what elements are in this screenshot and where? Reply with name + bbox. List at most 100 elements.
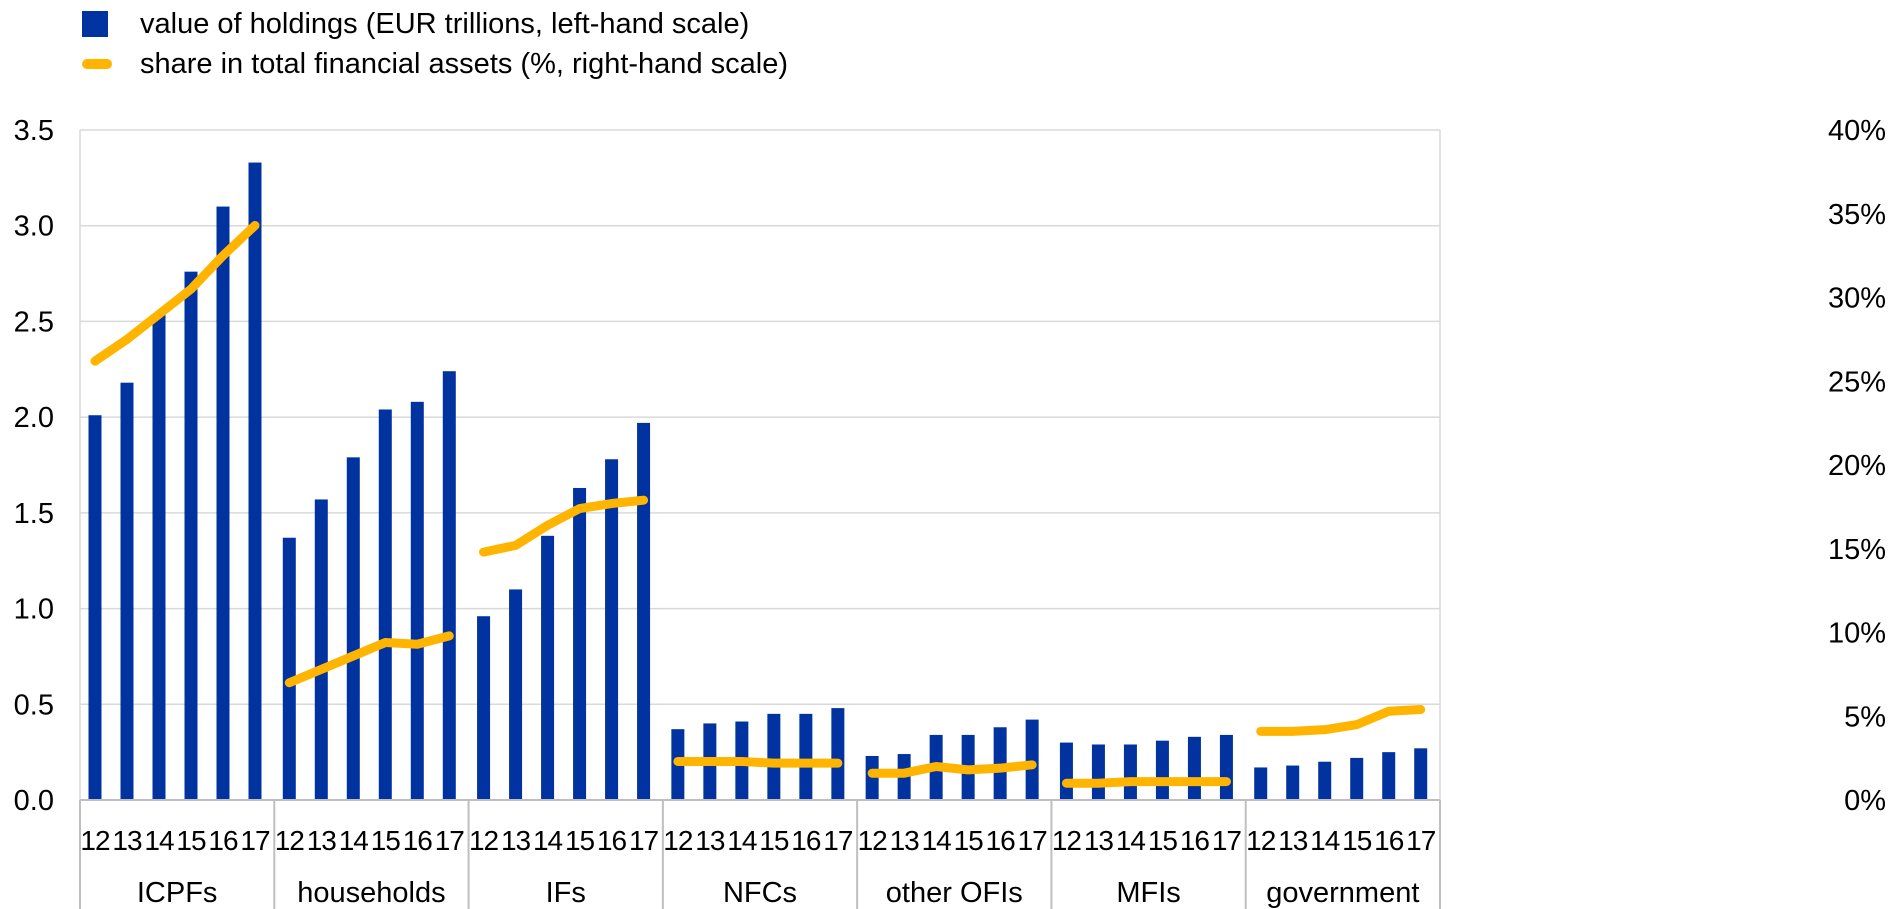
year-tick-label: 15 bbox=[176, 825, 206, 856]
year-tick-label: 14 bbox=[339, 825, 369, 856]
bar bbox=[314, 499, 328, 800]
grid-layer bbox=[79, 129, 1441, 800]
year-tick-label: 13 bbox=[307, 825, 337, 856]
year-tick-label: 13 bbox=[501, 825, 531, 856]
left-tick-label: 3.5 bbox=[14, 115, 54, 147]
bar bbox=[378, 409, 392, 800]
group-label: households bbox=[297, 877, 445, 909]
bar bbox=[248, 162, 262, 801]
right-tick-label: 15% bbox=[1828, 534, 1886, 566]
right-tick-label: 5% bbox=[1844, 701, 1886, 733]
bar bbox=[767, 713, 781, 800]
bar bbox=[605, 459, 619, 800]
bar bbox=[1123, 744, 1137, 800]
bar bbox=[509, 589, 523, 800]
group-label: government bbox=[1266, 877, 1419, 909]
left-tick-label: 2.0 bbox=[14, 402, 54, 434]
bar bbox=[410, 401, 424, 800]
bar bbox=[346, 457, 360, 800]
left-tick-label: 0.5 bbox=[14, 689, 54, 721]
bar bbox=[477, 616, 491, 800]
year-tick-label: 15 bbox=[565, 825, 595, 856]
left-tick-label: 2.5 bbox=[14, 306, 54, 338]
year-tick-label: 12 bbox=[663, 825, 693, 856]
share-line bbox=[284, 631, 454, 688]
year-tick-label: 17 bbox=[1018, 825, 1048, 856]
bar bbox=[88, 415, 102, 800]
bar bbox=[541, 535, 555, 800]
group-label: ICPFs bbox=[137, 877, 218, 909]
bar bbox=[637, 422, 651, 800]
bar bbox=[1155, 740, 1169, 800]
bar bbox=[216, 206, 230, 801]
axis-layer: 0.0 0.5 1.0 1.5 2.0 2.5 3.0 3.5 0% 5% 10% 15% 20% 25%… bbox=[14, 115, 1886, 909]
bar bbox=[831, 708, 845, 800]
year-tick-label: 15 bbox=[371, 825, 401, 856]
line-layer bbox=[90, 220, 1426, 788]
year-tick-label: 13 bbox=[112, 825, 142, 856]
year-tick-label: 14 bbox=[922, 825, 952, 856]
bar bbox=[993, 727, 1007, 800]
bar bbox=[573, 487, 587, 800]
year-tick-label: 15 bbox=[954, 825, 984, 856]
year-tick-label: 12 bbox=[469, 825, 499, 856]
year-tick-label: 16 bbox=[208, 825, 238, 856]
right-tick-label: 0% bbox=[1844, 785, 1886, 817]
year-tick-label: 16 bbox=[597, 825, 627, 856]
left-tick-label: 3.0 bbox=[14, 211, 54, 243]
bar bbox=[865, 755, 879, 800]
share-line bbox=[1256, 705, 1426, 736]
year-tick-label: 16 bbox=[1180, 825, 1210, 856]
share-line bbox=[1061, 777, 1231, 788]
year-tick-label: 14 bbox=[1116, 825, 1146, 856]
bar bbox=[1318, 761, 1332, 800]
year-tick-label: 12 bbox=[1052, 825, 1082, 856]
year-tick-label: 13 bbox=[1278, 825, 1308, 856]
year-tick-label: 17 bbox=[823, 825, 853, 856]
legend-bar-label: value of holdings (EUR trillions, left-h… bbox=[140, 7, 750, 40]
year-tick-label: 17 bbox=[240, 825, 270, 856]
legend-item-bars: value of holdings (EUR trillions, left-h… bbox=[82, 4, 788, 44]
year-tick-label: 13 bbox=[890, 825, 920, 856]
year-tick-label: 12 bbox=[275, 825, 305, 856]
year-tick-label: 13 bbox=[1084, 825, 1114, 856]
bar bbox=[152, 313, 166, 800]
right-tick-label: 40% bbox=[1828, 115, 1886, 147]
year-tick-label: 14 bbox=[144, 825, 174, 856]
year-tick-label: 12 bbox=[858, 825, 888, 856]
year-tick-label: 13 bbox=[695, 825, 725, 856]
bar bbox=[1059, 742, 1073, 800]
left-tick-label: 1.5 bbox=[14, 498, 54, 530]
bar bbox=[1025, 719, 1039, 800]
bar bbox=[1091, 744, 1105, 800]
bar bbox=[1382, 752, 1396, 800]
legend-line-swatch bbox=[82, 59, 112, 69]
group-label: NFCs bbox=[723, 877, 797, 909]
legend: value of holdings (EUR trillions, left-h… bbox=[82, 4, 788, 84]
year-tick-label: 14 bbox=[533, 825, 563, 856]
year-tick-label: 16 bbox=[986, 825, 1016, 856]
bar bbox=[1286, 765, 1300, 800]
bar bbox=[282, 537, 296, 800]
left-tick-label: 1.0 bbox=[14, 594, 54, 626]
legend-bar-swatch bbox=[82, 11, 108, 37]
bar bbox=[184, 271, 198, 801]
right-tick-label: 20% bbox=[1828, 450, 1886, 482]
bar bbox=[1414, 748, 1428, 800]
year-tick-label: 16 bbox=[791, 825, 821, 856]
bar bbox=[1187, 736, 1201, 800]
year-tick-label: 17 bbox=[1212, 825, 1242, 856]
bar bbox=[120, 382, 134, 800]
right-tick-label: 30% bbox=[1828, 283, 1886, 315]
right-tick-label: 25% bbox=[1828, 366, 1886, 398]
bar bbox=[799, 713, 813, 800]
group-label: IFs bbox=[546, 877, 586, 909]
group-label: MFIs bbox=[1116, 877, 1180, 909]
year-tick-label: 15 bbox=[1342, 825, 1372, 856]
year-tick-label: 14 bbox=[727, 825, 757, 856]
legend-line-label: share in total financial assets (%, righ… bbox=[140, 47, 788, 80]
year-tick-label: 12 bbox=[1246, 825, 1276, 856]
bar bbox=[442, 371, 456, 800]
share-line bbox=[673, 756, 843, 768]
